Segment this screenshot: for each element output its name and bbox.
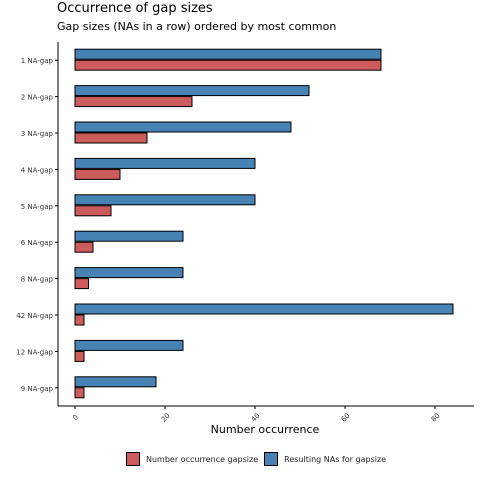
legend: Number occurrence gapsize Resulting NAs …	[126, 452, 392, 466]
y-tick-label: 1 NA-gap	[21, 57, 54, 65]
bar-resulting-nas	[74, 48, 382, 60]
x-tick-label: 40	[250, 412, 262, 424]
legend-swatch-resulting	[264, 452, 279, 466]
bar-number-occurrence	[74, 205, 112, 217]
bar-number-occurrence	[74, 96, 193, 108]
bar-number-occurrence	[74, 278, 89, 290]
chart-title: Occurrence of gap sizes	[57, 1, 213, 16]
bar-resulting-nas	[74, 339, 184, 351]
x-tick-label: 0	[71, 413, 80, 422]
bar-number-occurrence	[74, 387, 85, 399]
bar-number-occurrence	[74, 132, 148, 144]
legend-swatch-occurrence	[126, 452, 140, 466]
y-tick-label: 6 NA-gap	[21, 239, 54, 247]
y-tick-label: 2 NA-gap	[21, 94, 54, 102]
bar-resulting-nas	[74, 267, 184, 279]
bar-number-occurrence	[74, 241, 94, 253]
x-tick-label: 20	[160, 412, 172, 424]
bar-resulting-nas	[74, 194, 256, 206]
bar-resulting-nas	[74, 121, 292, 133]
bar-number-occurrence	[74, 350, 85, 362]
bar-number-occurrence	[74, 168, 121, 180]
y-tick-label: 9 NA-gap	[21, 385, 54, 393]
legend-label-occurrence: Number occurrence gapsize	[146, 454, 259, 464]
y-tick-label: 8 NA-gap	[21, 276, 54, 284]
legend-label-resulting: Resulting NAs for gapsize	[284, 454, 387, 464]
y-tick-label: 5 NA-gap	[21, 203, 54, 211]
bar-resulting-nas	[74, 230, 184, 242]
x-axis-label: Number occurrence	[211, 423, 320, 436]
bar-number-occurrence	[74, 314, 85, 326]
bar-number-occurrence	[74, 59, 382, 71]
x-tick-label: 60	[340, 412, 352, 424]
legend-item-occurrence: Number occurrence gapsize	[126, 452, 258, 466]
bar-resulting-nas	[74, 157, 256, 169]
bar-resulting-nas	[74, 303, 454, 315]
bar-resulting-nas	[74, 85, 310, 97]
x-tick-label: 80	[430, 412, 442, 424]
chart-subtitle: Gap sizes (NAs in a row) ordered by most…	[57, 20, 337, 33]
y-tick-label: 12 NA-gap	[16, 348, 53, 356]
y-tick-label: 4 NA-gap	[21, 166, 54, 174]
legend-item-resulting: Resulting NAs for gapsize	[264, 452, 386, 466]
bar-resulting-nas	[74, 376, 157, 388]
y-tick-label: 42 NA-gap	[16, 312, 53, 320]
y-tick-label: 3 NA-gap	[21, 130, 54, 138]
